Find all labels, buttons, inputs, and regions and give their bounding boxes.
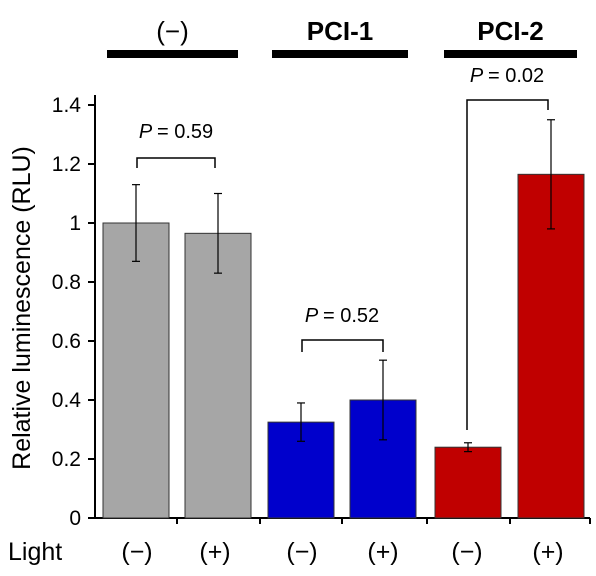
y-tick-label: 0.6	[52, 330, 81, 353]
x-tick-label: (+)	[367, 538, 398, 566]
x-tick-label: (−)	[286, 538, 317, 566]
bar	[434, 446, 502, 519]
significance-bracket	[466, 99, 549, 430]
y-tick-label: 1.4	[52, 94, 82, 117]
p-symbol: P	[139, 121, 157, 143]
p-value: = 0.59	[157, 121, 213, 143]
y-tick-label: 0.8	[52, 271, 81, 294]
error-bars	[132, 119, 555, 453]
bar	[184, 232, 252, 519]
p-value-label: P = 0.59	[139, 121, 213, 143]
y-axis-label: Relative luminescence (RLU)	[8, 146, 36, 470]
y-tick-label: 1.2	[52, 153, 81, 176]
group-label: PCI-2	[477, 16, 543, 46]
x-tick-label: (+)	[199, 538, 230, 566]
group-label: (−)	[156, 16, 189, 46]
y-tick-label: 1	[69, 212, 81, 235]
group-bar	[272, 50, 408, 58]
p-value: = 0.52	[323, 305, 379, 327]
x-tick-label: (+)	[532, 538, 563, 566]
x-tick-label: (−)	[451, 538, 482, 566]
x-tick-label: (−)	[121, 538, 152, 566]
significance-bracket	[301, 339, 384, 352]
y-tick-label: 0.4	[52, 389, 82, 412]
bar	[102, 222, 170, 519]
bar	[517, 173, 585, 519]
significance-bracket	[136, 157, 216, 168]
annotations: (−) PCI-1 PCI-2P = 0.59P = 0.52P = 0.02	[107, 16, 577, 430]
group-bar	[444, 50, 577, 58]
y-tick-label: 0	[69, 507, 81, 530]
p-value-label: P = 0.02	[470, 65, 544, 87]
p-symbol: P	[470, 65, 488, 87]
group-label: PCI-1	[307, 16, 373, 46]
bars	[102, 173, 585, 519]
light-row-label: Light	[8, 538, 62, 566]
p-value: = 0.02	[488, 65, 544, 87]
p-value-label: P = 0.52	[305, 305, 379, 327]
axes: 0 0.2 0.4 0.6 0.8 1 1.2 1.4 (−) (+) (−) (+) (−) (+)	[52, 94, 591, 566]
y-tick-label: 0.2	[52, 448, 81, 471]
p-symbol: P	[305, 305, 323, 327]
group-bar	[107, 50, 238, 58]
